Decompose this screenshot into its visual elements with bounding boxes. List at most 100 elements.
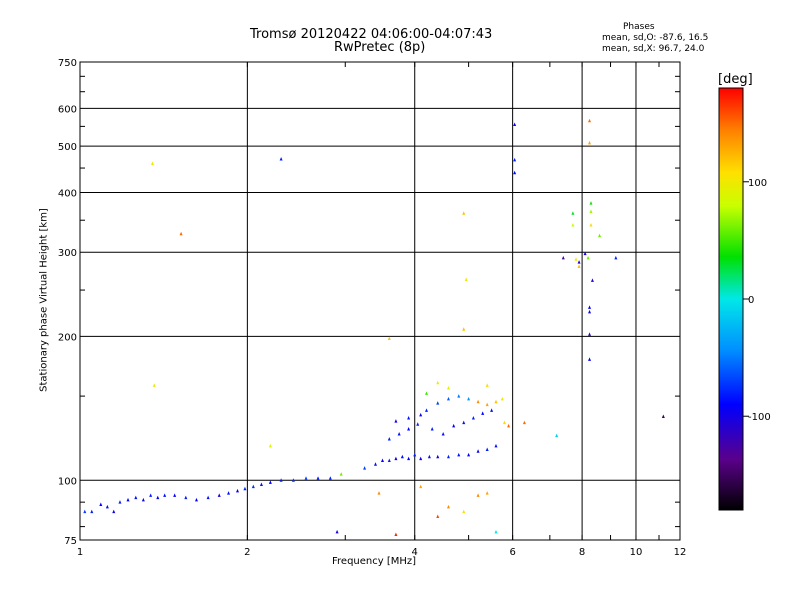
data-point [268,480,272,484]
data-point [507,423,511,428]
data-point [462,327,466,331]
data-point [446,385,450,390]
y-tick-label: 500 [58,142,77,153]
data-point [436,454,440,459]
data-point [446,454,450,459]
data-point [471,415,475,420]
x-tick-label: 1 [77,547,83,558]
data-point [363,466,367,470]
data-point [291,478,295,482]
data-point [387,336,391,340]
data-point [251,484,255,489]
data-point [206,495,210,500]
x-tick-label: 8 [579,547,585,558]
data-point [555,433,559,438]
data-point [485,491,489,495]
x-tick-label: 12 [674,547,687,558]
data-point [436,401,440,405]
data-point [462,211,466,215]
data-point [339,472,343,476]
data-point [446,504,450,509]
data-point [588,118,592,123]
data-point [304,476,308,480]
data-point [118,500,122,504]
phases-heading: Phases [623,22,655,32]
data-point [394,419,398,423]
data-point [179,231,183,236]
data-point [590,278,594,282]
data-point [494,443,498,448]
data-point [500,396,504,401]
data-point [589,223,593,227]
plot-frame [79,61,681,541]
data-point [588,357,592,361]
data-point [513,170,517,175]
data-point [243,486,247,491]
data-point [83,509,87,514]
data-point [457,452,461,457]
data-point [586,255,590,260]
data-point [588,309,592,314]
data-point [446,396,450,401]
phases-o-stats: mean, sd,O: -87.6, 16.5 [602,33,709,43]
data-point [217,493,221,497]
data-point [335,529,339,534]
data-point [476,449,480,453]
colorbar-unit-label: [deg] [718,72,753,87]
data-point [236,488,240,493]
y-tick-label: 75 [64,536,77,547]
data-point [316,476,320,480]
data-point [490,408,494,412]
data-point [583,251,587,256]
data-point [436,514,440,518]
data-point [416,422,420,426]
data-point [457,394,461,398]
x-tick-label: 6 [509,547,515,558]
data-point [279,157,283,161]
x-axis-label: Frequency [MHz] [332,556,417,567]
data-point [571,211,575,215]
data-point [407,456,411,461]
data-point [574,257,578,261]
data-point [467,452,471,457]
data-point [400,454,404,459]
data-point [589,201,593,205]
data-point [513,122,517,127]
colorbar: 100 0 -100 [718,87,771,511]
x-tick-label: 4 [412,547,418,558]
data-point [588,305,592,309]
data-point [427,454,431,459]
data-point [227,491,231,495]
chart-subtitle: RwPretec (8p) [334,40,426,55]
data-point [394,532,398,537]
x-tick-label: 10 [630,547,643,558]
data-point [397,431,401,436]
data-point [464,277,468,282]
data-point [407,427,411,431]
data-point [494,399,498,404]
data-point [430,427,434,431]
colorbar-tick-label: 100 [748,178,767,189]
data-point [141,497,145,502]
data-point [476,399,480,404]
data-point [387,436,391,441]
data-point [419,456,423,461]
data-point [394,456,398,461]
data-point [149,493,153,497]
y-tick-label: 750 [58,58,77,69]
colorbar-tick-label: 0 [748,295,754,306]
y-tick-label: 600 [58,104,77,115]
data-point [268,443,272,448]
data-point [173,493,177,497]
data-point [452,423,456,428]
data-point [577,260,581,264]
data-point [502,420,506,425]
data-point [561,255,565,260]
data-point [571,223,575,227]
colorbar-tick-label: -100 [748,412,771,423]
data-point [588,140,592,145]
data-point [425,391,429,395]
data-point [661,414,665,418]
data-point [194,497,198,502]
